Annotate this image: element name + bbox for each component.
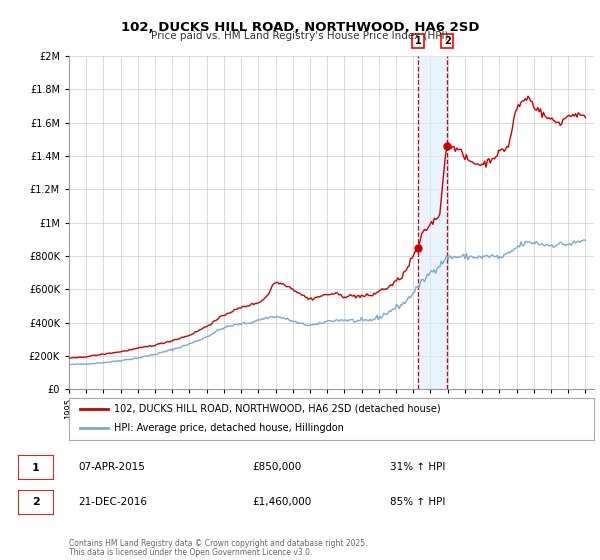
Text: 21-DEC-2016: 21-DEC-2016 xyxy=(78,497,147,507)
Text: 2: 2 xyxy=(32,497,40,507)
Text: £1,460,000: £1,460,000 xyxy=(252,497,311,507)
Bar xyxy=(418,56,447,389)
Text: HPI: Average price, detached house, Hillingdon: HPI: Average price, detached house, Hill… xyxy=(113,423,343,433)
Text: Contains HM Land Registry data © Crown copyright and database right 2025.: Contains HM Land Registry data © Crown c… xyxy=(69,539,367,548)
Text: 1: 1 xyxy=(415,36,421,46)
Text: This data is licensed under the Open Government Licence v3.0.: This data is licensed under the Open Gov… xyxy=(69,548,313,557)
Text: 07-APR-2015: 07-APR-2015 xyxy=(78,462,145,472)
Text: Price paid vs. HM Land Registry's House Price Index (HPI): Price paid vs. HM Land Registry's House … xyxy=(151,31,449,41)
Text: 85% ↑ HPI: 85% ↑ HPI xyxy=(390,497,445,507)
Text: 102, DUCKS HILL ROAD, NORTHWOOD, HA6 2SD (detached house): 102, DUCKS HILL ROAD, NORTHWOOD, HA6 2SD… xyxy=(113,404,440,414)
Text: 2: 2 xyxy=(444,36,451,46)
Text: 102, DUCKS HILL ROAD, NORTHWOOD, HA6 2SD: 102, DUCKS HILL ROAD, NORTHWOOD, HA6 2SD xyxy=(121,21,479,34)
FancyBboxPatch shape xyxy=(18,490,54,515)
Text: 1: 1 xyxy=(32,463,40,473)
Text: 31% ↑ HPI: 31% ↑ HPI xyxy=(390,462,445,472)
FancyBboxPatch shape xyxy=(18,455,54,480)
Text: £850,000: £850,000 xyxy=(252,462,301,472)
